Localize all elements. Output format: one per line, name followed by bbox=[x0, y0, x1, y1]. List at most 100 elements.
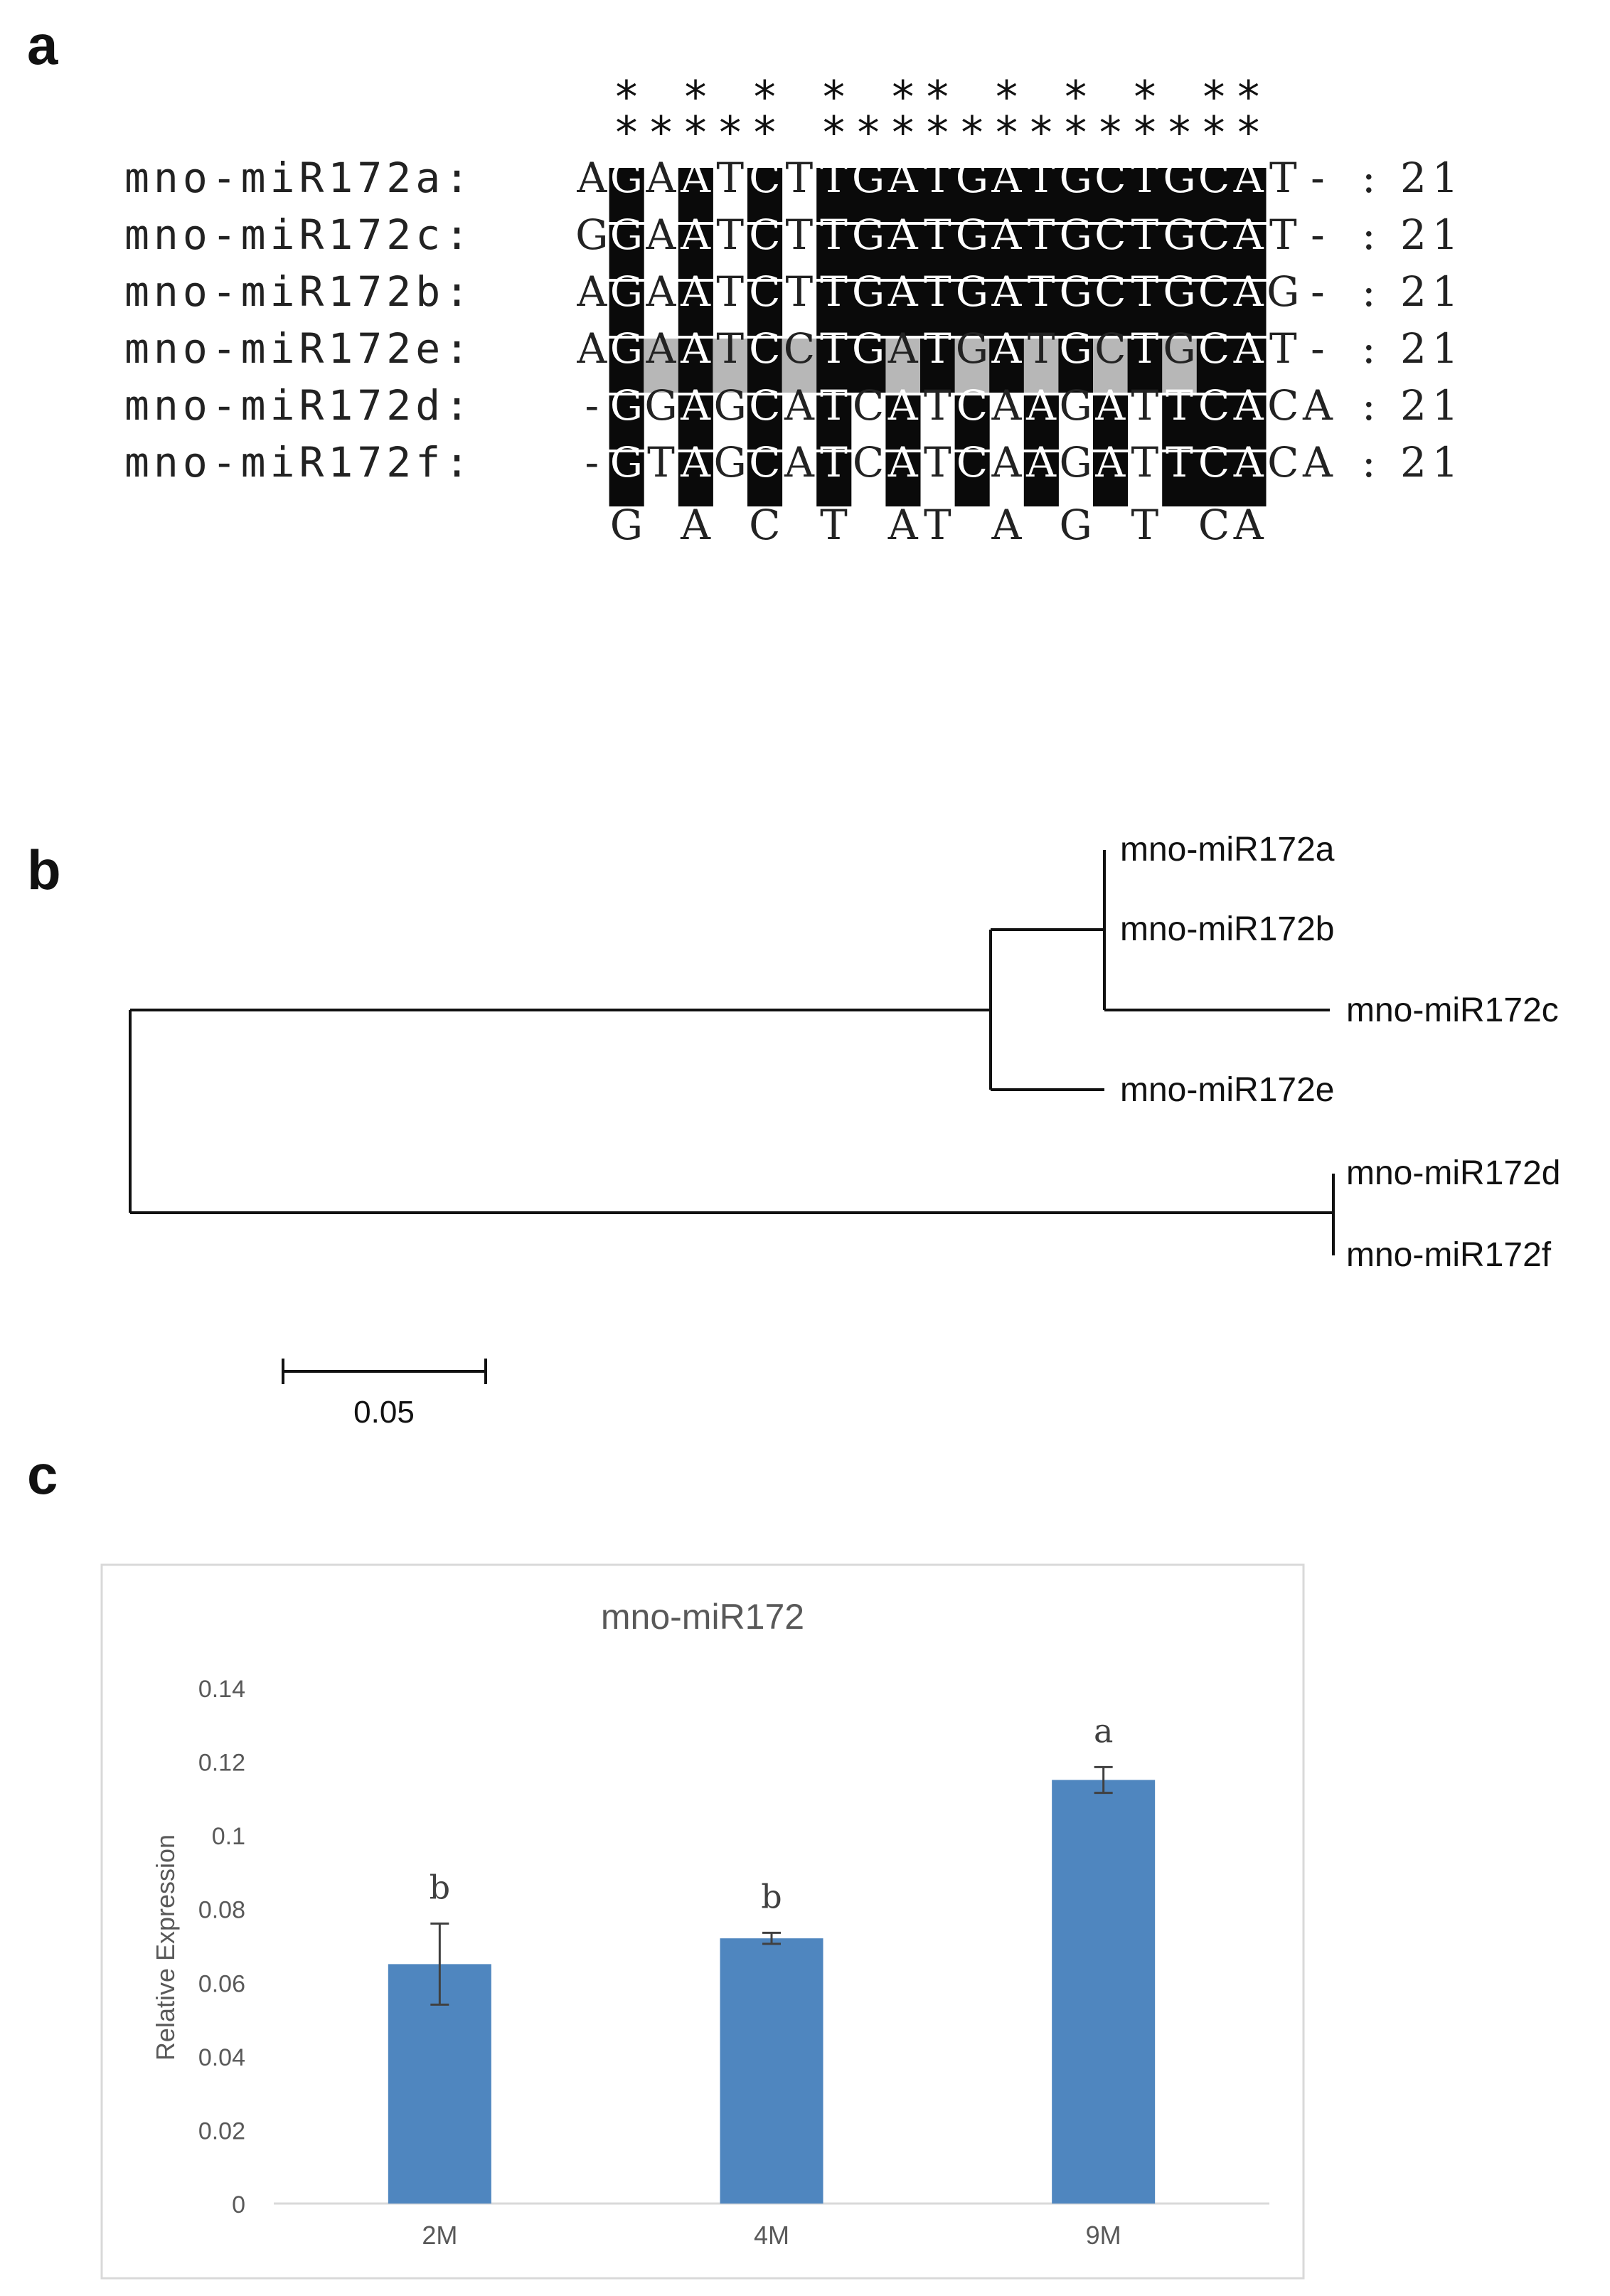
cell-shade bbox=[678, 225, 713, 279]
conservation-star: * bbox=[1131, 71, 1158, 123]
residue: A bbox=[680, 381, 711, 430]
residue: A bbox=[1233, 154, 1264, 202]
conservation-star: * bbox=[924, 71, 951, 123]
conservation-star: * bbox=[890, 107, 916, 159]
bar bbox=[1052, 1780, 1156, 2204]
cell-shade bbox=[1231, 282, 1267, 336]
residue: G bbox=[1163, 324, 1195, 373]
residue: - bbox=[585, 381, 599, 430]
cell-shade bbox=[1058, 339, 1094, 393]
cell-shade bbox=[609, 282, 644, 336]
consensus-residue: T bbox=[924, 501, 951, 549]
cell-shade bbox=[989, 282, 1025, 336]
residue: T bbox=[924, 154, 951, 202]
conservation-star: * bbox=[1097, 107, 1124, 159]
cell-shade bbox=[1093, 225, 1129, 279]
residue: A bbox=[1094, 438, 1126, 487]
cell-shade bbox=[1231, 395, 1267, 450]
cell-shade bbox=[851, 168, 886, 222]
residue: A bbox=[991, 211, 1023, 259]
cell-shade bbox=[1196, 282, 1232, 336]
cell-shade bbox=[920, 339, 956, 393]
y-tick-label: 0.12 bbox=[198, 1750, 245, 1777]
y-ticks: 0 0.02 0.04 0.06 0.08 0.1 0.12 0.14 bbox=[198, 1676, 245, 2218]
residue: G bbox=[852, 154, 885, 202]
cell-shade bbox=[1093, 395, 1129, 450]
residue: C bbox=[749, 324, 780, 373]
cell-shade bbox=[1127, 282, 1163, 336]
y-tick-label: 0.1 bbox=[212, 1823, 245, 1850]
cell-shade bbox=[816, 168, 852, 222]
sequence-length: : 21 bbox=[1362, 381, 1464, 430]
cell-shade bbox=[954, 168, 990, 222]
cell-shade bbox=[1093, 339, 1129, 393]
y-tick-label: 0.02 bbox=[198, 2117, 245, 2144]
residue: C bbox=[1267, 381, 1299, 430]
residue: A bbox=[1233, 267, 1264, 316]
conservation-star: * bbox=[1028, 107, 1054, 159]
bars: b 2M b 4M a 9M bbox=[388, 1711, 1156, 2250]
conservation-star: * bbox=[1200, 71, 1227, 123]
cell-shade bbox=[851, 225, 886, 279]
cell-shade bbox=[885, 339, 921, 393]
consensus-residue: T bbox=[1131, 501, 1159, 549]
residue: A bbox=[680, 438, 711, 487]
residue: A bbox=[887, 267, 919, 316]
cell-shade bbox=[1231, 339, 1267, 393]
y-tick-label: 0.08 bbox=[198, 1897, 245, 1924]
residue: A bbox=[1025, 438, 1057, 487]
sequence-length: : 21 bbox=[1362, 438, 1464, 487]
significance-letter: a bbox=[1094, 1711, 1113, 1750]
conservation-star: * bbox=[1166, 107, 1193, 159]
cell-shade bbox=[816, 395, 852, 450]
cell-shade bbox=[920, 282, 956, 336]
consensus-residue: G bbox=[610, 501, 643, 549]
bar bbox=[720, 1938, 823, 2204]
conservation-star: * bbox=[682, 71, 708, 123]
consensus-residue: T bbox=[820, 501, 848, 549]
conservation-star: * bbox=[1200, 107, 1227, 159]
residue: G bbox=[1060, 324, 1092, 373]
conservation-star: * bbox=[1235, 71, 1262, 123]
panel-a-label: a bbox=[27, 14, 58, 76]
sequence-length: : 21 bbox=[1362, 324, 1464, 373]
x-tick-label: 4M bbox=[754, 2221, 789, 2250]
cell-shade bbox=[1196, 452, 1232, 506]
residue: A bbox=[646, 267, 677, 316]
cell-shade bbox=[1162, 452, 1198, 506]
conservation-star: * bbox=[682, 107, 708, 159]
residue: A bbox=[887, 154, 919, 202]
residue: G bbox=[1060, 211, 1092, 259]
residue: T bbox=[924, 324, 951, 373]
cell-shade bbox=[1231, 452, 1267, 506]
y-tick-label: 0.14 bbox=[198, 1676, 245, 1703]
residue: A bbox=[1094, 381, 1126, 430]
residue: G bbox=[575, 211, 608, 259]
sequence-name: mno-miR172f: bbox=[124, 438, 474, 487]
cell-shade bbox=[609, 225, 644, 279]
cell-shade bbox=[1196, 168, 1232, 222]
cell-shade bbox=[609, 339, 644, 393]
residue: T bbox=[1269, 324, 1297, 373]
tree-leaf-c: mno-miR172c bbox=[1346, 992, 1559, 1029]
cell-shade bbox=[885, 395, 921, 450]
residue: C bbox=[1198, 267, 1230, 316]
residue: - bbox=[1311, 211, 1325, 259]
residue: C bbox=[1267, 438, 1299, 487]
residue: - bbox=[585, 438, 599, 487]
residue: C bbox=[749, 267, 780, 316]
cell-shade bbox=[1023, 168, 1059, 222]
conservation-star: * bbox=[717, 107, 743, 159]
residue: A bbox=[680, 267, 711, 316]
tree-leaf-d: mno-miR172d bbox=[1346, 1154, 1560, 1192]
residue: T bbox=[924, 438, 951, 487]
conservation-star: * bbox=[1131, 107, 1158, 159]
conservation-star: * bbox=[821, 107, 847, 159]
residue: T bbox=[716, 324, 744, 373]
residue: A bbox=[1302, 438, 1333, 487]
residue: T bbox=[786, 154, 814, 202]
conservation-star: * bbox=[821, 71, 847, 123]
residue: T bbox=[1269, 154, 1297, 202]
conservation-star: * bbox=[959, 107, 985, 159]
cell-shade bbox=[885, 452, 921, 506]
